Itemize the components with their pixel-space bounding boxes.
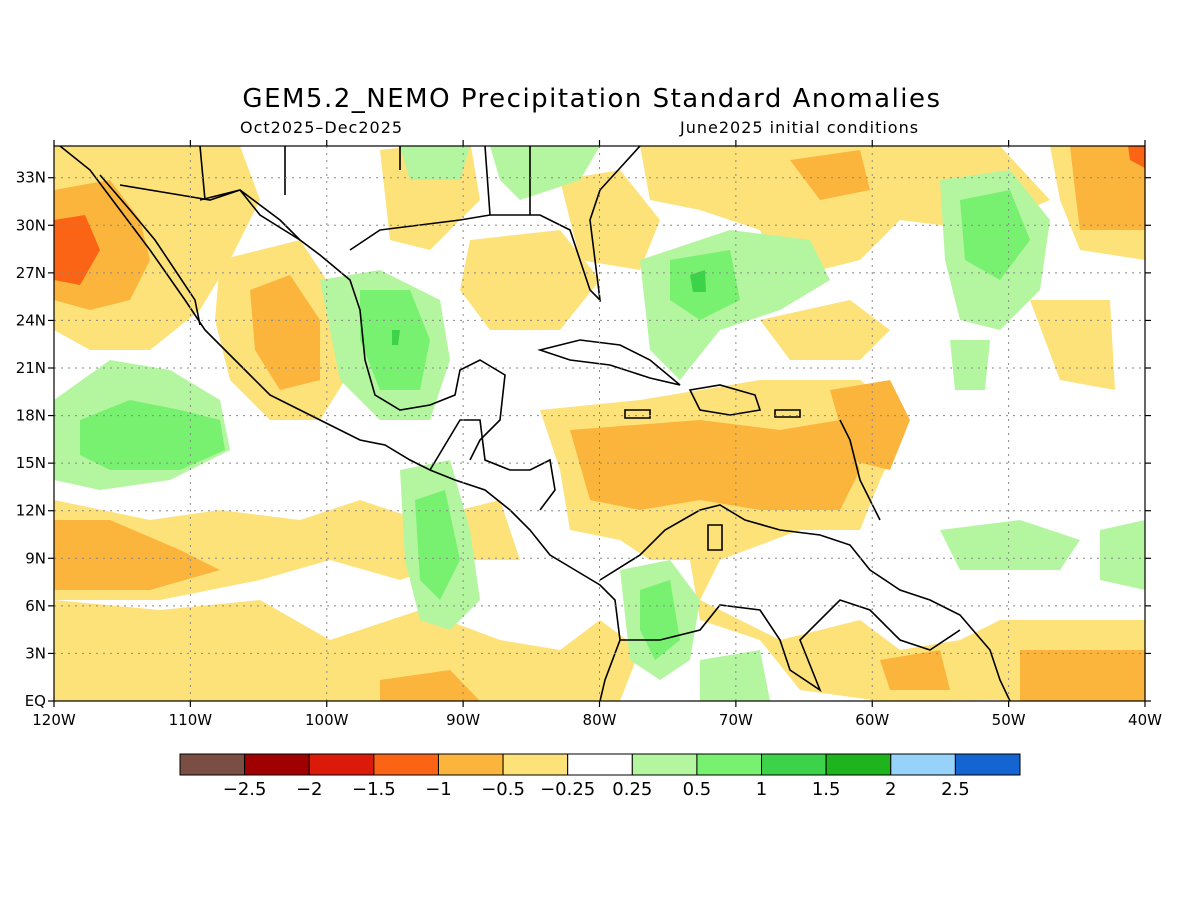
lat-tick-label: 24N (16, 311, 46, 329)
coastline-baja (99, 174, 201, 326)
anomaly-region (54, 520, 220, 590)
border-south-america (620, 599, 961, 693)
colorbar-swatch (502, 753, 569, 776)
colorbar-label: −2.5 (223, 779, 267, 800)
coastline-hispaniola (688, 384, 762, 416)
colorbar-label: −2 (296, 779, 323, 800)
anomaly-region (54, 215, 100, 285)
coastline-lake-maracaibo (707, 524, 723, 551)
anomaly-region (490, 146, 600, 200)
colorbar-label: −0.25 (540, 779, 595, 800)
anomaly-region (1030, 300, 1115, 390)
anomaly-region (560, 170, 660, 270)
lat-tick-label: 15N (16, 454, 46, 472)
coastline-puerto-rico (774, 409, 801, 418)
colorbar-label: 0.25 (612, 779, 652, 800)
forecast-period: Oct2025–Dec2025 (240, 118, 404, 137)
colorbar-swatch (890, 753, 956, 776)
lon-tick-label: 100W (305, 711, 349, 729)
coastline-pacific (59, 146, 621, 701)
border-us-mexico (119, 184, 301, 241)
colorbar-label: 2.5 (941, 779, 970, 800)
anomaly-region (1020, 650, 1145, 701)
coastline-south-america (599, 504, 1011, 701)
lon-tick-label: 80W (583, 711, 617, 729)
colorbar-swatch (825, 753, 892, 776)
anomaly-region (570, 420, 860, 510)
anomaly-region (960, 190, 1030, 280)
border-us-states (199, 146, 531, 216)
anomaly-region (460, 230, 600, 330)
lat-tick-label: 27N (16, 264, 46, 282)
colorbar-swatch (308, 753, 375, 776)
lat-tick-label: 6N (25, 597, 46, 615)
anomaly-region (80, 400, 225, 470)
anomaly-region (392, 330, 400, 345)
lesser-antilles (839, 419, 881, 521)
anomaly-region (380, 670, 480, 701)
anomaly-region (250, 275, 320, 390)
anomaly-region (950, 340, 990, 390)
anomaly-region (1070, 146, 1145, 230)
anomaly-region (1100, 520, 1145, 590)
anomaly-region (760, 300, 890, 360)
lat-tick-label: 3N (25, 644, 46, 662)
colorbar-label: 1.5 (812, 779, 841, 800)
lon-tick-label: 60W (855, 711, 889, 729)
colorbar-label: 2 (885, 779, 896, 800)
colorbar-swatch (437, 753, 504, 776)
colorbar-label: −1.5 (352, 779, 396, 800)
colorbar-swatch (761, 753, 827, 776)
colorbar-label: 0.5 (683, 779, 712, 800)
colorbar-swatch (179, 753, 246, 776)
lat-tick-label: 18N (16, 407, 46, 425)
graticule (54, 146, 1145, 701)
lat-tick-label: 21N (16, 359, 46, 377)
anomaly-region (1128, 146, 1145, 168)
anomaly-region (940, 520, 1080, 570)
map-title: GEM5.2_NEMO Precipitation Standard Anoma… (242, 84, 942, 114)
coastline-gulf (199, 189, 506, 461)
colorbar-swatch (954, 753, 1021, 776)
colorbar-swatch (244, 753, 310, 776)
lon-tick-label: 70W (719, 711, 753, 729)
coastline-us-gulf (349, 146, 641, 303)
colorbar-label: 1 (756, 779, 767, 800)
lon-tick-label: 110W (169, 711, 213, 729)
lon-tick-label: 40W (1128, 711, 1162, 729)
lon-tick-label: 50W (992, 711, 1026, 729)
initial-conditions: June2025 initial conditions (680, 118, 920, 137)
lat-tick-label: 30N (16, 216, 46, 234)
lon-tick-label: 120W (32, 711, 76, 729)
colorbar-label: −0.5 (481, 779, 525, 800)
lat-tick-label: 33N (16, 169, 46, 187)
lat-tick-label: EQ (25, 692, 46, 710)
colorbar-swatch (373, 753, 439, 776)
colorbar-swatch (567, 753, 633, 776)
anomaly-region (790, 150, 870, 200)
coastlines (59, 146, 1011, 701)
lat-tick-label: 9N (25, 549, 46, 567)
anomaly-region (54, 600, 640, 701)
anomaly-region (415, 490, 460, 600)
coastline-cuba (537, 339, 681, 386)
anomaly-region (880, 650, 950, 690)
colorbar-swatch (631, 753, 698, 776)
colorbar-swatch (696, 753, 763, 776)
anomaly-region (690, 270, 706, 292)
coastline-jamaica (624, 409, 651, 419)
border-central-america (429, 419, 556, 511)
anomaly-shading (54, 146, 1145, 701)
anomaly-region (830, 380, 910, 470)
lat-tick-label: 12N (16, 502, 46, 520)
anomaly-region (400, 146, 470, 180)
colorbar: −2.5 −2 −1.5 −1 −0.5 −0.25 0.25 0.5 1 1.5 2 2.5 (179, 753, 1021, 800)
anomaly-region (700, 650, 770, 701)
lon-tick-label: 90W (446, 711, 480, 729)
colorbar-label: −1 (425, 779, 452, 800)
